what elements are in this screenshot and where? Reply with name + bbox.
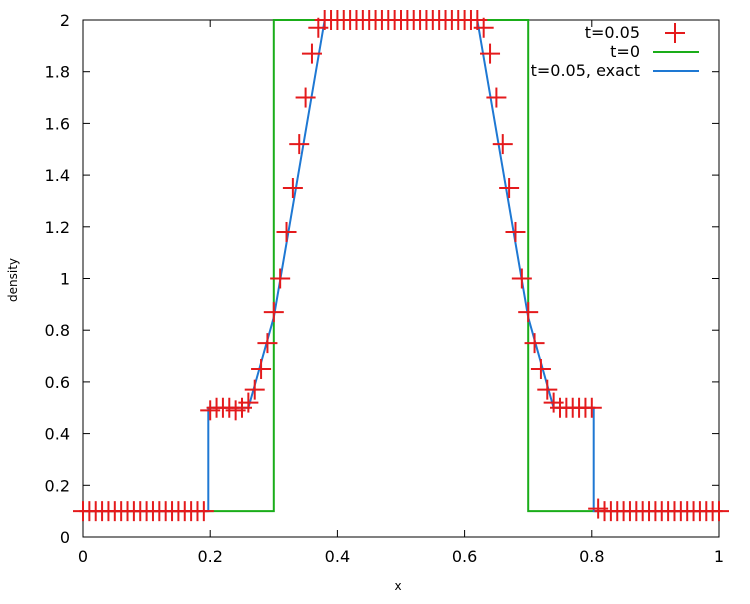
data-point	[505, 221, 526, 242]
y-tick-label: 0.4	[45, 425, 70, 444]
legend-label-t005: t=0.05	[585, 23, 640, 42]
y-tick-label: 1.6	[45, 114, 70, 133]
data-point	[289, 134, 310, 155]
plot-frame	[82, 19, 720, 538]
data-point	[480, 43, 501, 64]
data-point	[524, 333, 545, 354]
data-point	[473, 17, 494, 38]
data-point	[257, 333, 278, 354]
x-axis-label: x	[394, 579, 401, 593]
data-point	[709, 501, 729, 522]
x-tick-label: 0	[78, 547, 88, 566]
data-point	[301, 43, 322, 64]
y-tick-label: 0.6	[45, 373, 70, 392]
data-point	[276, 221, 297, 242]
y-tick-label: 2	[60, 11, 70, 30]
data-point	[295, 87, 316, 108]
y-axis-label: density	[6, 258, 20, 302]
data-point	[270, 268, 291, 289]
data-point	[581, 397, 602, 418]
legend-marker-t005	[665, 23, 685, 43]
x-tick-label: 1	[714, 547, 724, 566]
y-tick-label: 1.8	[45, 63, 70, 82]
x-tick-label: 0.6	[452, 547, 477, 566]
x-tick-label: 0.2	[197, 547, 222, 566]
data-point	[486, 87, 507, 108]
data-point	[499, 178, 520, 199]
y-tick-label: 1.4	[45, 166, 70, 185]
data-point	[251, 358, 272, 379]
x-tick-label: 0.8	[579, 547, 604, 566]
legend: t=0.05 t=0 t=0.05, exact	[531, 23, 699, 80]
tick-labels: 0 0.2 0.4 0.6 0.8 1 0 0.2 0.4 0.6 0.8 1 1.2 1.4 1.6 1.8…	[45, 11, 725, 566]
data-point	[238, 392, 259, 413]
series-layer	[73, 10, 729, 522]
series-line-exact	[83, 19, 719, 513]
y-tick-label: 0.8	[45, 321, 70, 340]
y-tick-label: 1.2	[45, 218, 70, 237]
data-point	[537, 379, 558, 400]
data-point	[492, 134, 513, 155]
x-tick-label: 0.4	[325, 547, 350, 566]
y-tick-label: 0.2	[45, 476, 70, 495]
y-tick-label: 1	[60, 270, 70, 289]
y-tick-label: 0	[60, 528, 70, 547]
data-point	[193, 501, 214, 522]
series-points-t005	[73, 10, 729, 522]
legend-label-exact: t=0.05, exact	[531, 61, 640, 80]
data-point	[511, 268, 532, 289]
data-point	[518, 302, 539, 323]
data-point	[530, 358, 551, 379]
data-point	[244, 379, 265, 400]
data-point	[263, 302, 284, 323]
data-point	[282, 178, 303, 199]
axis-ticks	[82, 19, 720, 538]
series-line-t0	[83, 19, 719, 513]
legend-label-t0: t=0	[610, 42, 640, 61]
